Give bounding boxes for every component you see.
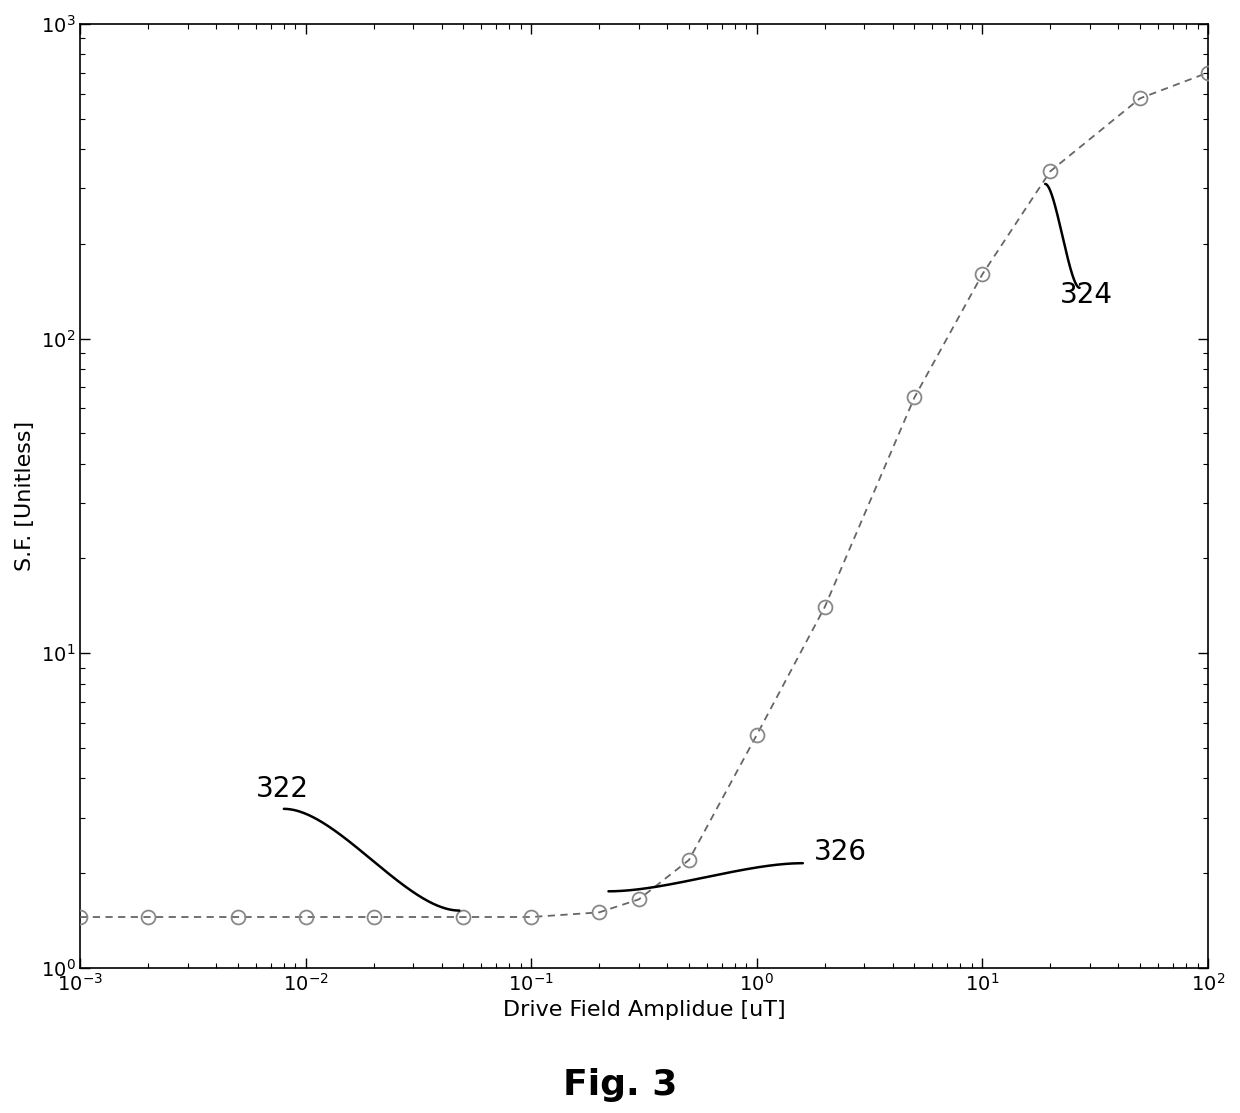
Text: 326: 326 bbox=[815, 838, 867, 866]
Text: 324: 324 bbox=[1059, 280, 1112, 308]
Text: Fig. 3: Fig. 3 bbox=[563, 1067, 677, 1102]
Text: 322: 322 bbox=[255, 775, 309, 802]
Y-axis label: S.F. [Unitless]: S.F. [Unitless] bbox=[15, 421, 35, 571]
X-axis label: Drive Field Amplidue [uT]: Drive Field Amplidue [uT] bbox=[502, 1001, 785, 1021]
